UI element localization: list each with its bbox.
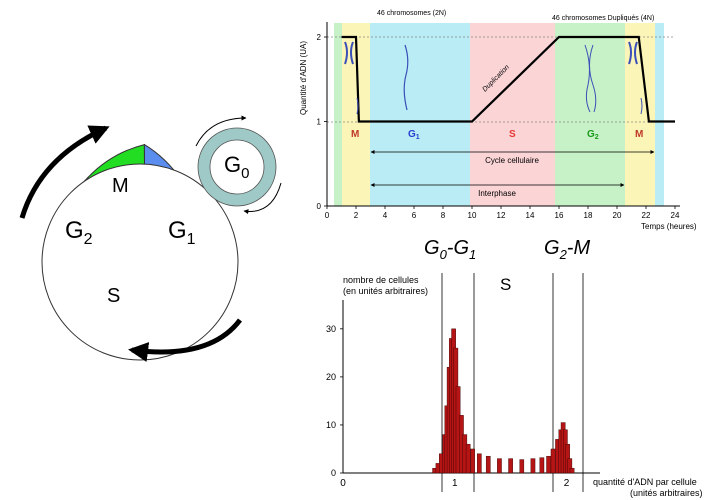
chromatin-g1 [403, 44, 409, 111]
top-y-tick-label: 2 [317, 33, 322, 42]
band-g2 [555, 23, 625, 206]
phase-label-g2: G2 [587, 129, 599, 141]
histogram-bar [470, 448, 475, 474]
band-edge-right [655, 23, 664, 206]
histogram-bar [569, 467, 575, 474]
top-x-tick-label: 20 [613, 211, 622, 220]
histogram-bar [539, 457, 545, 474]
top-y-axis-label: Quantité d'ADN (UA) [299, 41, 308, 115]
top-y-tick-label: 0 [317, 202, 322, 211]
top-y-tick-label: 1 [317, 118, 322, 127]
histogram-bar [485, 455, 491, 474]
top-x-ticks: 0 2 4 6 8 10 12 14 16 18 20 22 24 [325, 206, 680, 220]
chromosome-x-left [344, 41, 354, 65]
hist-x-tick-label: 1 [452, 478, 458, 489]
hist-y-tick-label: 10 [326, 420, 336, 430]
histogram-bars [432, 328, 575, 474]
top-x-tick-label: 22 [642, 211, 651, 220]
hist-x-label-2: (unités arbitraires) [630, 488, 703, 498]
g0-ring [198, 128, 276, 206]
phase-label-m1: M [351, 129, 359, 140]
histogram-bar [465, 443, 471, 474]
label-g2-m: G2-M [544, 237, 590, 262]
phase-label-g1: G1 [408, 129, 420, 141]
hist-x-label-1: quantité d'ADN par cellule [593, 477, 697, 487]
annotation-4n: 46 chromosomes Dupliqués (4N) [552, 15, 654, 22]
g0-exit-arrow [243, 182, 282, 215]
lower-cycle-arrow [128, 318, 242, 362]
hist-y-ticks: 0 10 20 30 [326, 324, 343, 478]
phase-label-s: S [509, 129, 516, 140]
hist-y-tick-label: 30 [326, 324, 336, 334]
histogram-bar [477, 453, 482, 474]
label-m: M [112, 175, 129, 197]
hist-y-label-1: nombre de cellules [343, 275, 419, 285]
hist-x-tick-label: 0 [340, 478, 346, 489]
dna-time-chart: 0 2 4 6 8 10 12 14 16 18 20 22 24 012 46 chromosomes… [299, 10, 697, 231]
interphase-label: Interphase [478, 189, 516, 198]
hist-x-tick-label: 2 [564, 478, 570, 489]
histogram-bar [550, 448, 556, 474]
top-x-tick-label: 0 [325, 211, 330, 220]
hist-y-tick-label: 20 [326, 372, 336, 382]
g0-entry-arrow [195, 115, 247, 147]
band-s [470, 23, 555, 206]
band-edge-left [334, 23, 342, 206]
top-x-tick-label: 4 [383, 211, 388, 220]
chromatin-g2 [584, 44, 597, 113]
top-x-tick-label: 2 [354, 211, 359, 220]
label-g0: G0 [224, 152, 249, 182]
upper-cycle-arrow [19, 125, 110, 219]
top-x-tick-label: 12 [497, 211, 506, 220]
top-x-tick-label: 10 [468, 211, 477, 220]
hist-x-ticks: 0 1 2 [340, 478, 569, 489]
histogram-bar [546, 455, 551, 474]
histogram-bar [508, 458, 513, 474]
cycle-label: Cycle cellulaire [485, 156, 539, 165]
top-x-tick-label: 16 [555, 211, 564, 220]
top-x-tick-label: 14 [526, 211, 535, 220]
top-y-ticks: 0 1 2 [317, 33, 327, 211]
chromosome-x-right [628, 41, 638, 65]
top-x-tick-label: 8 [441, 211, 446, 220]
label-s-phase: S [500, 275, 511, 294]
dna-quantity-line [341, 35, 675, 123]
label-g1: G1 [168, 217, 196, 248]
annotation-2n: 46 chromosomes (2N) [377, 10, 446, 17]
top-x-axis-label: Temps (heures) [641, 222, 697, 231]
histogram-bar [519, 459, 525, 474]
label-g0-g1: G0-G1 [424, 237, 476, 262]
cell-cycle-diagram: M G1 S G2 G0 [19, 115, 282, 362]
dna-histogram: nombre de cellules (en unités arbitraire… [326, 273, 703, 498]
phase-labels-row: G0-G1 G2-M S [424, 237, 590, 294]
histogram-bar [530, 458, 536, 474]
hist-y-label-2: (en unités arbitraires) [343, 286, 428, 296]
top-x-tick-label: 6 [412, 211, 417, 220]
label-g2: G2 [65, 217, 93, 248]
band-g1 [370, 23, 470, 206]
phase-label-m2: M [635, 129, 643, 140]
top-x-tick-label: 18 [584, 211, 593, 220]
histogram-bar [497, 458, 502, 474]
hist-y-tick-label: 0 [331, 468, 336, 478]
top-x-tick-label: 24 [671, 211, 680, 220]
label-s: S [107, 285, 120, 307]
